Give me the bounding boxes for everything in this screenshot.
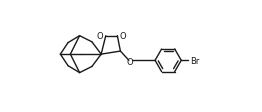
- Text: O: O: [97, 32, 103, 41]
- Text: O: O: [126, 57, 133, 66]
- Text: O: O: [120, 32, 126, 41]
- Text: Br: Br: [190, 57, 200, 66]
